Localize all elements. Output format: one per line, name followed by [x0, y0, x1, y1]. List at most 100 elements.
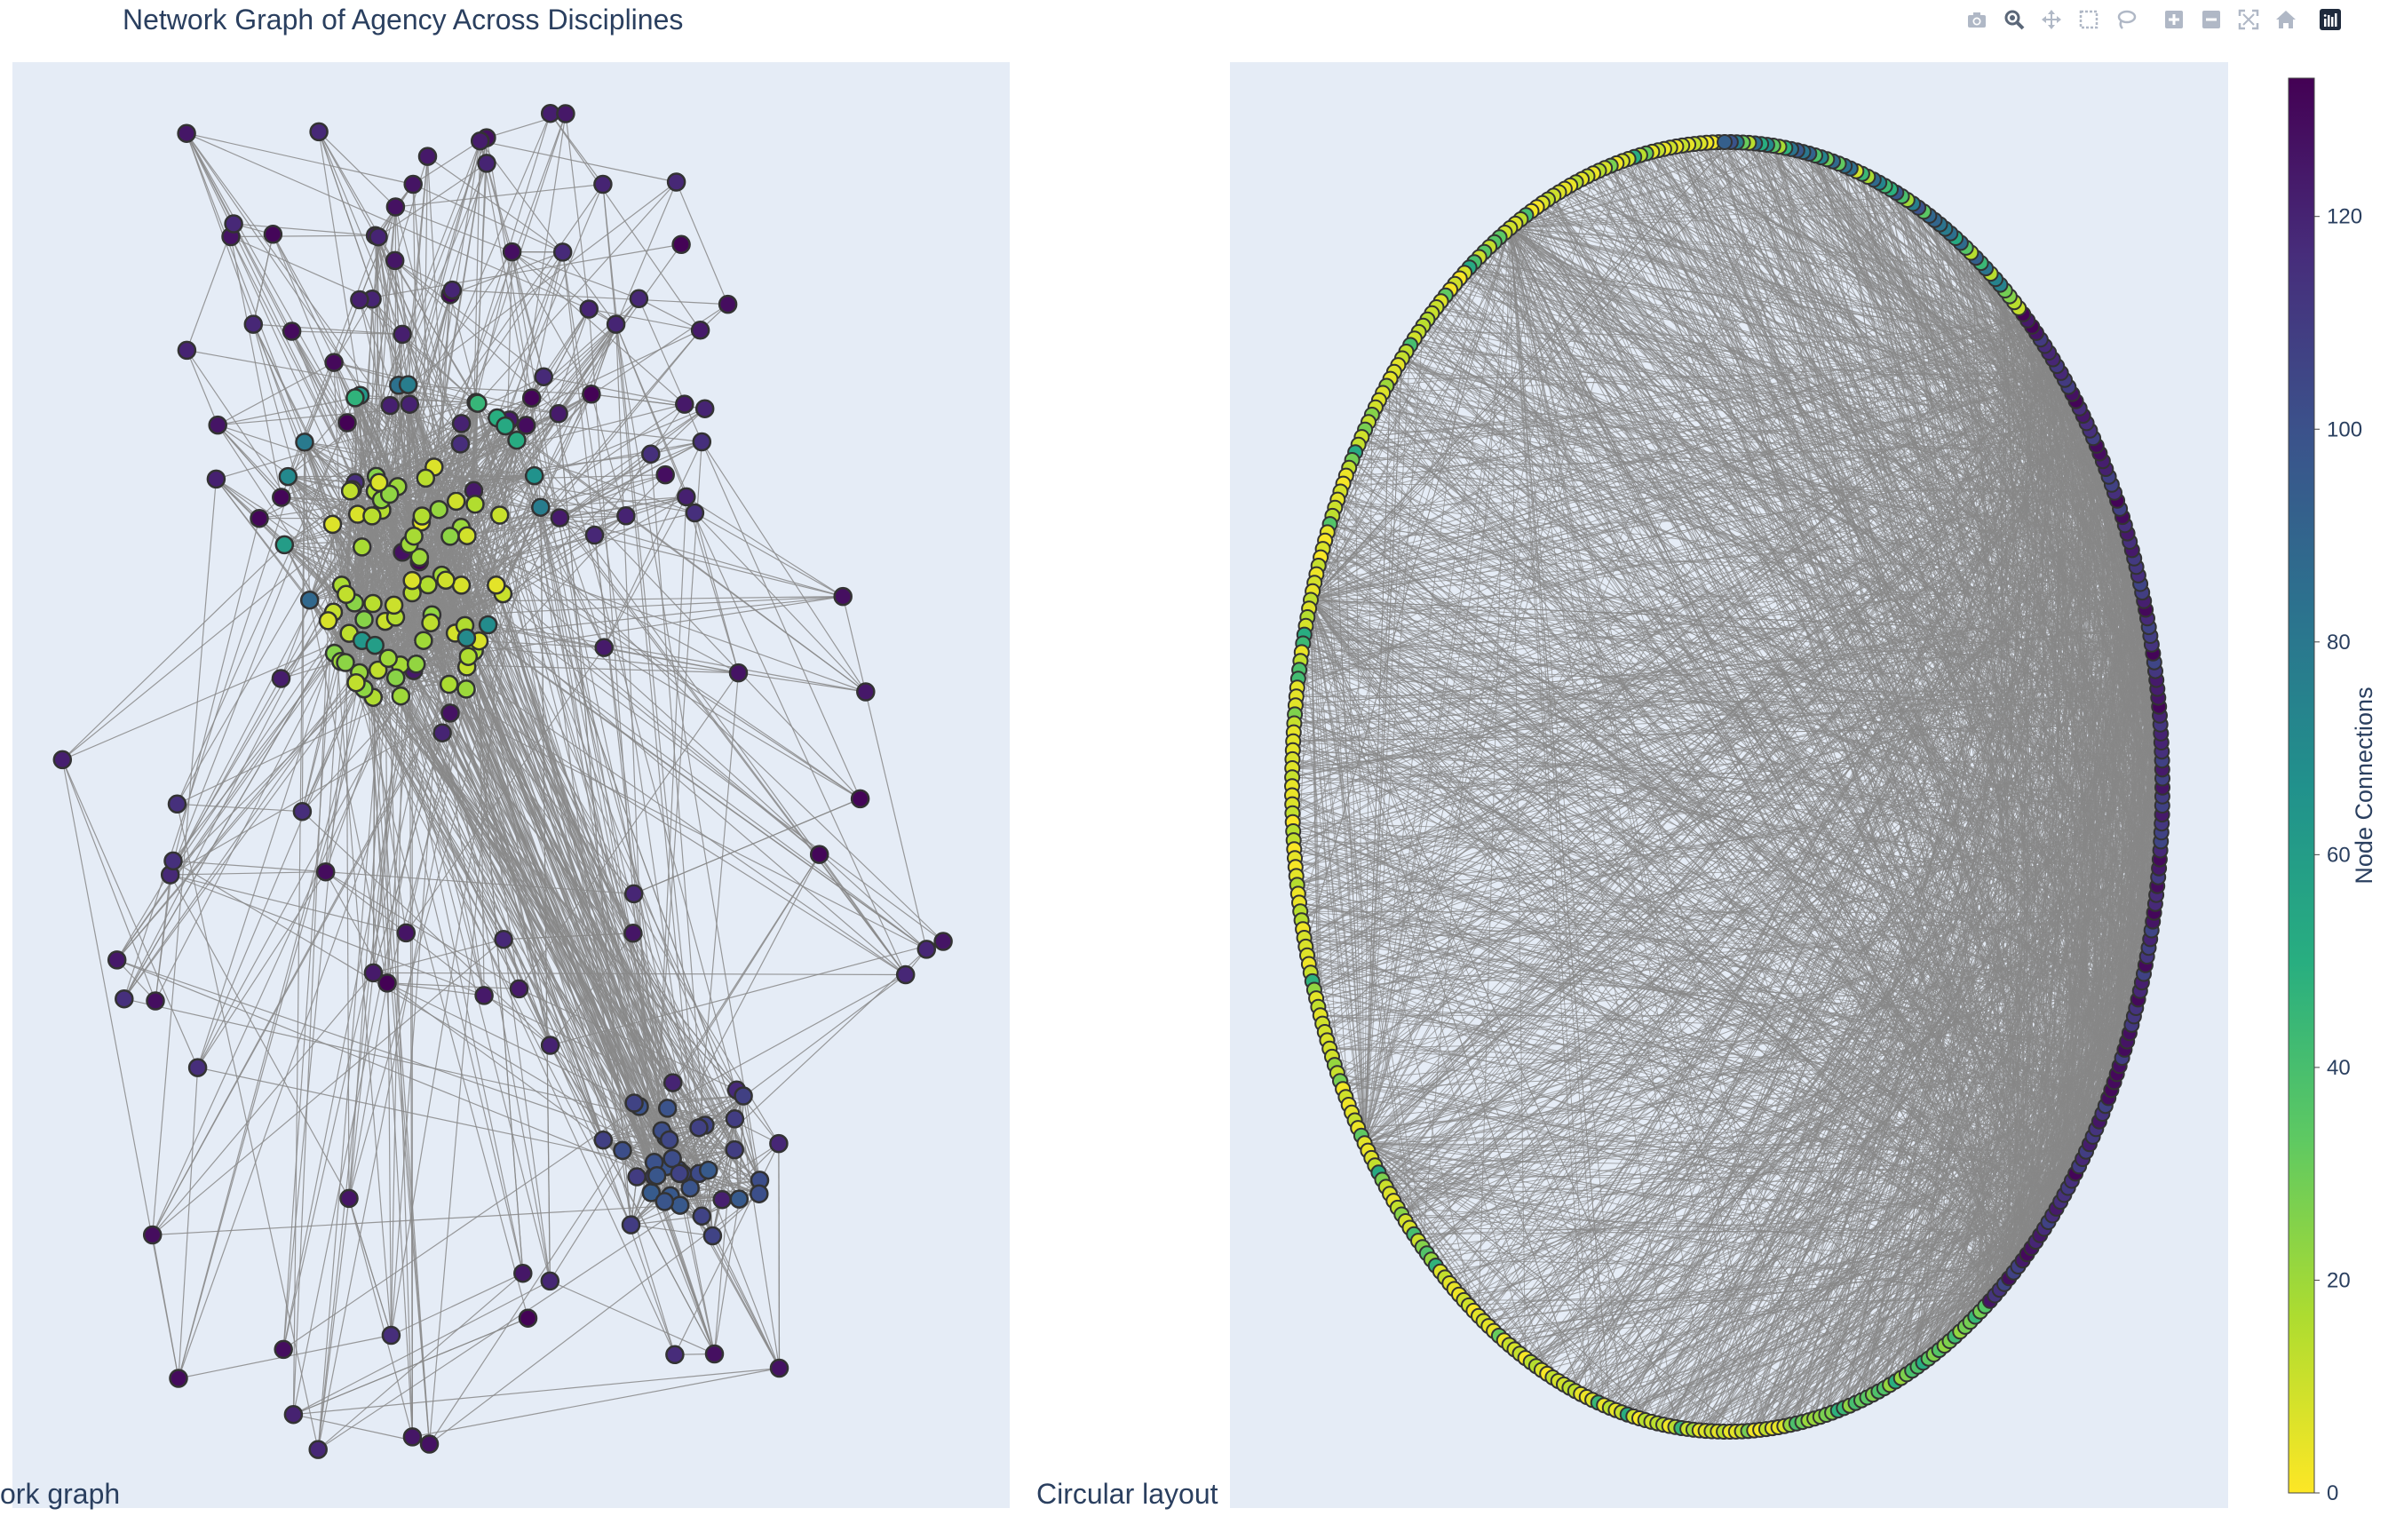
left-node[interactable] [769, 1358, 789, 1378]
left-node[interactable] [531, 497, 551, 517]
left-node[interactable] [377, 973, 397, 993]
left-node[interactable] [274, 535, 295, 555]
left-node[interactable] [363, 593, 383, 614]
left-node[interactable] [403, 174, 423, 194]
left-node[interactable] [627, 1167, 647, 1187]
left-node[interactable] [283, 1404, 304, 1425]
left-node[interactable] [369, 226, 388, 247]
left-node[interactable] [274, 1339, 293, 1360]
left-node[interactable] [432, 723, 452, 742]
left-node[interactable] [694, 399, 715, 418]
left-node[interactable] [206, 469, 226, 489]
camera-icon[interactable] [1963, 5, 1991, 34]
left-node[interactable] [657, 1099, 678, 1118]
left-node[interactable] [421, 613, 440, 633]
left-node[interactable] [584, 525, 605, 545]
left-node[interactable] [167, 794, 187, 814]
left-node[interactable] [391, 686, 411, 706]
left-node[interactable] [521, 388, 542, 408]
left-node[interactable] [107, 950, 127, 970]
left-node[interactable] [271, 669, 291, 688]
zoom-in-icon[interactable] [2160, 5, 2188, 34]
left-node[interactable] [507, 430, 527, 450]
left-node[interactable] [549, 404, 568, 424]
left-node[interactable] [393, 324, 412, 345]
left-node[interactable] [379, 484, 400, 504]
left-node[interactable] [224, 214, 243, 234]
left-node[interactable] [502, 242, 522, 262]
left-node[interactable] [440, 527, 460, 546]
left-node[interactable] [322, 514, 343, 535]
left-node[interactable] [702, 1226, 723, 1246]
left-node[interactable] [478, 615, 498, 635]
left-node[interactable] [299, 590, 320, 610]
left-node[interactable] [115, 988, 134, 1009]
left-node[interactable] [365, 635, 385, 655]
left-node[interactable] [457, 526, 477, 545]
left-node[interactable] [458, 647, 479, 666]
left-node[interactable] [169, 1369, 188, 1388]
left-node[interactable] [677, 487, 696, 507]
left-node[interactable] [662, 1073, 683, 1092]
left-node[interactable] [593, 174, 613, 194]
left-node[interactable] [718, 294, 738, 314]
left-node[interactable] [451, 414, 472, 433]
left-node[interactable] [456, 679, 476, 699]
left-node[interactable] [616, 506, 636, 526]
left-node[interactable] [324, 353, 344, 372]
left-node[interactable] [417, 147, 438, 166]
left-node[interactable] [655, 1192, 675, 1211]
left-node[interactable] [318, 611, 338, 631]
left-node[interactable] [208, 415, 227, 435]
left-node[interactable] [451, 576, 472, 595]
left-node[interactable] [187, 1058, 208, 1077]
left-node[interactable] [606, 314, 626, 334]
pan-icon[interactable] [2037, 5, 2066, 34]
left-node[interactable] [315, 861, 336, 882]
left-node[interactable] [689, 1117, 709, 1138]
left-node[interactable] [659, 1130, 679, 1150]
left-node[interactable] [556, 104, 575, 123]
left-node[interactable] [456, 628, 477, 648]
left-node[interactable] [509, 979, 529, 999]
left-node[interactable] [728, 663, 749, 683]
left-node[interactable] [593, 1130, 614, 1150]
left-node[interactable] [406, 655, 426, 674]
left-node[interactable] [337, 413, 357, 433]
left-node[interactable] [177, 123, 196, 143]
left-node[interactable] [278, 466, 298, 487]
left-node[interactable] [623, 924, 643, 943]
left-node[interactable] [436, 570, 456, 591]
left-node[interactable] [142, 1225, 163, 1245]
reset-axes-icon[interactable] [2272, 5, 2300, 34]
left-node[interactable] [662, 1148, 682, 1169]
left-node[interactable] [429, 499, 448, 520]
lasso-select-icon[interactable] [2112, 5, 2140, 34]
left-node[interactable] [381, 1325, 401, 1346]
left-node[interactable] [369, 472, 389, 493]
left-node[interactable] [385, 668, 406, 687]
left-node[interactable] [404, 526, 424, 546]
left-node[interactable] [518, 1308, 538, 1328]
left-node[interactable] [250, 508, 269, 528]
left-node[interactable] [336, 653, 355, 672]
zoom-icon[interactable] [2000, 5, 2028, 34]
left-node[interactable] [416, 468, 436, 488]
left-node[interactable] [725, 1109, 745, 1129]
left-node[interactable] [146, 991, 165, 1011]
left-node[interactable] [895, 964, 916, 985]
left-node[interactable] [734, 1086, 753, 1106]
left-node[interactable] [621, 1215, 641, 1234]
left-node[interactable] [494, 929, 513, 949]
left-node[interactable] [833, 586, 853, 607]
left-node[interactable] [340, 481, 361, 501]
left-node[interactable] [368, 660, 388, 680]
left-node[interactable] [442, 280, 463, 300]
left-node[interactable] [272, 488, 291, 507]
left-node[interactable] [354, 609, 374, 630]
left-node[interactable] [414, 631, 433, 650]
left-node[interactable] [346, 672, 366, 693]
left-node[interactable] [363, 963, 384, 983]
left-node[interactable] [402, 570, 422, 591]
left-node[interactable] [477, 154, 496, 173]
